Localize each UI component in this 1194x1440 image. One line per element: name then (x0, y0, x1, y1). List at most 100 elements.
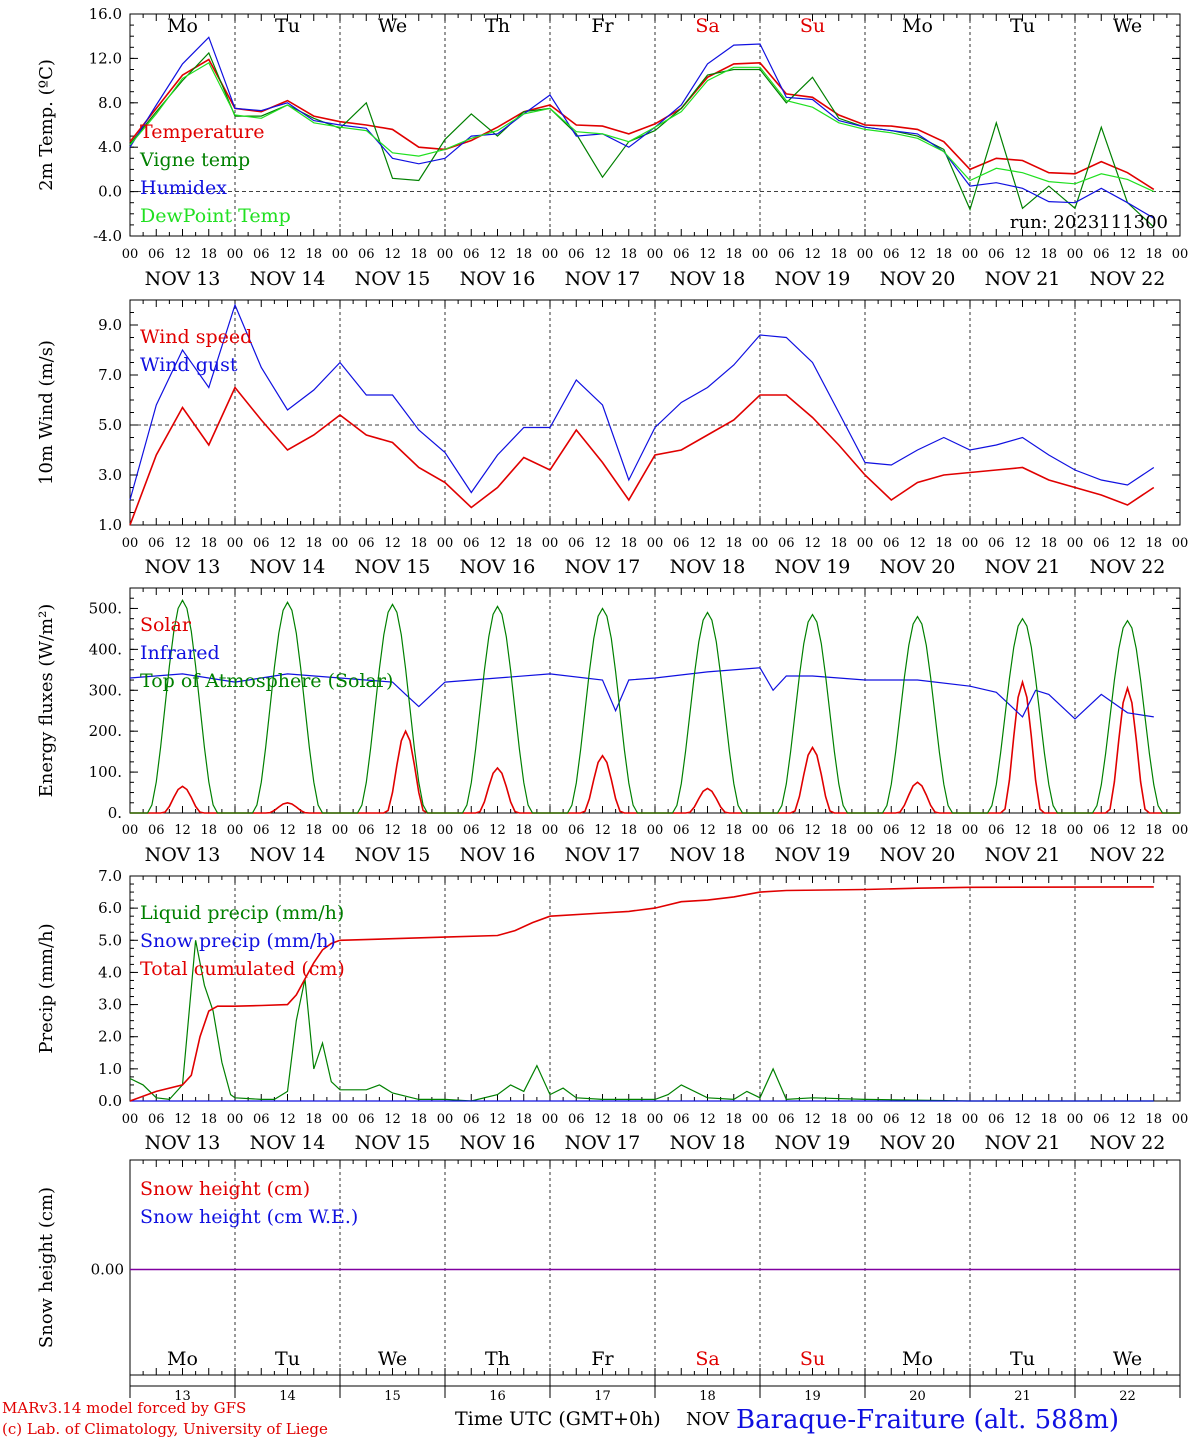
wind-y-tick-label: 7.0 (98, 366, 122, 384)
hour-tick-label: 12 (279, 823, 296, 838)
energy-y-tick-label: 300. (89, 681, 122, 699)
date-label: NOV 19 (775, 556, 851, 578)
hour-tick-label: 12 (1119, 536, 1136, 551)
weekday-label-top: Fr (591, 15, 614, 37)
hour-tick-label: 18 (305, 823, 322, 838)
hour-tick-label: 18 (410, 823, 427, 838)
hour-tick-label: 18 (410, 247, 427, 262)
hour-tick-label: 18 (1040, 247, 1057, 262)
hour-tick-label: 18 (830, 247, 847, 262)
hour-tick-label: 12 (909, 823, 926, 838)
date-label: NOV 16 (460, 268, 536, 290)
day-number-label: 14 (279, 1389, 296, 1404)
wind-y-tick-label: 5.0 (98, 416, 122, 434)
hour-tick-label: 18 (1145, 823, 1162, 838)
hour-tick-label: 12 (594, 1112, 611, 1127)
weekday-label-top: We (1113, 15, 1142, 37)
hour-tick-label: 00 (752, 1112, 769, 1127)
hour-tick-label: 00 (332, 823, 349, 838)
hour-tick-label: 06 (463, 823, 480, 838)
date-label: NOV 18 (670, 268, 746, 290)
hour-tick-label: 18 (305, 1112, 322, 1127)
precip-y-tick-label: 7.0 (98, 867, 122, 885)
weekday-label-bottom: We (1113, 1348, 1142, 1370)
hour-tick-label: 12 (699, 823, 716, 838)
hour-tick-label: 00 (437, 536, 454, 551)
hour-tick-label: 00 (332, 1112, 349, 1127)
hour-tick-label: 12 (909, 536, 926, 551)
hour-tick-label: 06 (148, 247, 165, 262)
hour-tick-label: 12 (804, 1112, 821, 1127)
station-label: Baraque-Fraiture (alt. 588m) (736, 1405, 1119, 1435)
date-label: NOV 22 (1090, 844, 1166, 866)
hour-tick-label: 00 (542, 536, 559, 551)
model-credit: MARv3.14 model forced by GFS (2, 1399, 246, 1417)
date-label: NOV 20 (880, 268, 956, 290)
energy-series-2-line (130, 599, 1180, 814)
energy-y-tick-label: 0. (108, 804, 122, 822)
hour-tick-label: 12 (1014, 247, 1031, 262)
temp-series-0-line (129, 58, 1155, 191)
snow-y-tick-label: 0.00 (91, 1261, 124, 1279)
hour-tick-label: 12 (1014, 536, 1031, 551)
hour-tick-label: 00 (857, 536, 874, 551)
temp-series-3-line (129, 61, 1155, 193)
date-label: NOV 19 (775, 1132, 851, 1154)
hour-tick-label: 00 (437, 823, 454, 838)
hour-tick-label: 18 (830, 1112, 847, 1127)
hour-tick-label: 12 (1119, 823, 1136, 838)
hour-tick-label: 18 (620, 247, 637, 262)
date-label: NOV 22 (1090, 268, 1166, 290)
snow-legend-entry: Snow height (cm W.E.) (140, 1206, 358, 1228)
hour-tick-label: 12 (279, 536, 296, 551)
hour-tick-label: 06 (673, 1112, 690, 1127)
wind-series-0-line (129, 385, 1155, 526)
hour-tick-label: 12 (1014, 823, 1031, 838)
hour-tick-label: 12 (384, 536, 401, 551)
precip-legend-entry: Liquid precip (mm/h) (140, 902, 344, 924)
weekday-label-bottom: Mo (167, 1348, 198, 1370)
hour-tick-label: 06 (883, 247, 900, 262)
wind-frame (129, 299, 1181, 526)
hour-tick-label: 12 (1014, 1112, 1031, 1127)
hour-tick-label: 06 (673, 823, 690, 838)
hour-tick-label: 12 (174, 1112, 191, 1127)
hour-tick-label: 06 (463, 536, 480, 551)
date-label: NOV 20 (880, 556, 956, 578)
hour-tick-label: 18 (1040, 1112, 1057, 1127)
hour-tick-label: 06 (358, 247, 375, 262)
hour-tick-label: 18 (515, 823, 532, 838)
date-label: NOV 15 (355, 1132, 431, 1154)
hour-tick-label: 06 (253, 247, 270, 262)
day-number-label: 21 (1014, 1389, 1031, 1404)
hour-tick-label: 18 (200, 536, 217, 551)
date-label: NOV 20 (880, 844, 956, 866)
date-label: NOV 15 (355, 268, 431, 290)
hour-tick-label: 00 (122, 247, 139, 262)
hour-tick-label: 00 (647, 1112, 664, 1127)
energy-y-tick-label: 100. (89, 763, 122, 781)
wind-legend-entry: Wind gust (140, 354, 238, 376)
hour-tick-label: 18 (935, 1112, 952, 1127)
temp-series-2-line (129, 36, 1155, 219)
hour-tick-label: 00 (962, 247, 979, 262)
date-label: NOV 20 (880, 1132, 956, 1154)
hour-tick-label: 12 (804, 247, 821, 262)
hour-tick-label: 18 (200, 1112, 217, 1127)
date-label: NOV 13 (145, 556, 221, 578)
date-label: NOV 17 (565, 1132, 641, 1154)
precip-y-tick-label: 5.0 (98, 931, 122, 949)
hour-tick-label: 00 (857, 1112, 874, 1127)
hour-tick-label: 18 (620, 823, 637, 838)
hour-tick-label: 18 (200, 247, 217, 262)
hour-tick-label: 00 (122, 1112, 139, 1127)
temp-legend-entry: DewPoint Temp (140, 205, 291, 227)
hour-tick-label: 06 (358, 823, 375, 838)
date-label: NOV 19 (775, 844, 851, 866)
hour-tick-label: 06 (1093, 823, 1110, 838)
hour-tick-label: 00 (437, 1112, 454, 1127)
hour-tick-label: 00 (1172, 823, 1189, 838)
hour-tick-label: 00 (1067, 536, 1084, 551)
hour-tick-label: 18 (1145, 536, 1162, 551)
